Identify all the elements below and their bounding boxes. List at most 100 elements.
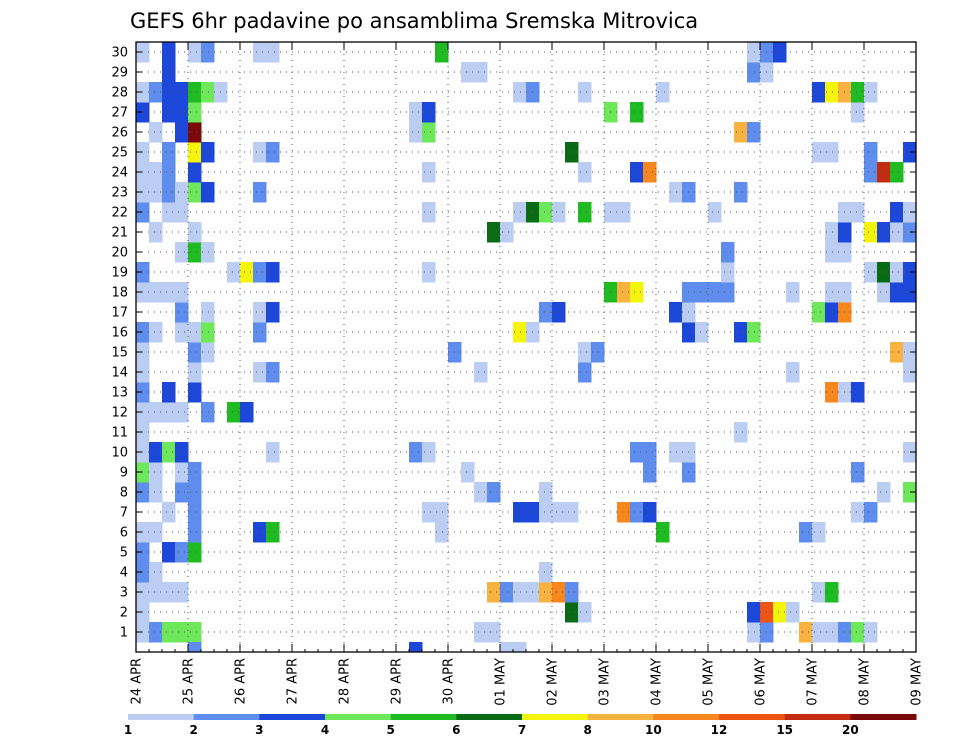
heatmap-cell: [825, 382, 839, 403]
heatmap-cell: [864, 82, 878, 103]
heatmap-cell: [851, 202, 865, 223]
heatmap-cell: [175, 282, 189, 303]
heatmap-cell: [864, 162, 878, 183]
x-tick-label: 09 MAY: [910, 658, 925, 706]
heatmap-cell: [188, 482, 202, 503]
heatmap-cell: [487, 482, 501, 503]
x-tick-label: 08 MAY: [858, 658, 873, 706]
heatmap-cell: [149, 442, 163, 463]
colorbar-swatch: [193, 714, 260, 720]
heatmap-cell: [409, 122, 423, 143]
colorbar-label: 4: [321, 723, 329, 737]
x-tick-label: 25 APR: [182, 658, 197, 704]
heatmap-cell: [435, 502, 449, 523]
heatmap-cell: [422, 102, 436, 123]
heatmap-cell: [747, 622, 761, 643]
y-tick-label: 5: [120, 546, 128, 561]
heatmap-cell: [864, 142, 878, 163]
x-tick-label: 24 APR: [130, 658, 145, 704]
heatmap-cell: [890, 342, 904, 363]
heatmap-cell: [474, 362, 488, 383]
y-tick-label: 29: [111, 66, 128, 81]
heatmap-cell: [578, 162, 592, 183]
heatmap-cell: [578, 202, 592, 223]
heatmap-cell: [825, 142, 839, 163]
heatmap-cell: [149, 82, 163, 103]
heatmap-cell: [656, 522, 670, 543]
heatmap-cell: [422, 262, 436, 283]
heatmap-cell: [500, 222, 514, 243]
heatmap-cell: [422, 122, 436, 143]
heatmap-cell: [162, 542, 176, 563]
heatmap-cell: [539, 302, 553, 323]
colorbar-swatch: [719, 714, 786, 720]
y-tick-label: 18: [111, 286, 128, 301]
y-tick-label: 14: [111, 366, 128, 381]
heatmap-cell: [474, 622, 488, 643]
heatmap-cell: [188, 42, 202, 63]
heatmap-cell: [227, 262, 241, 283]
heatmap-cell: [162, 162, 176, 183]
heatmap-cell: [201, 82, 215, 103]
y-tick-label: 8: [120, 486, 128, 501]
colorbar-label: 15: [776, 723, 793, 737]
heatmap-cell: [825, 82, 839, 103]
heatmap-cell: [669, 302, 683, 323]
heatmap-cell: [162, 42, 176, 63]
heatmap-cell: [630, 282, 644, 303]
heatmap-cell: [565, 142, 579, 163]
colorbar-label: 3: [255, 723, 263, 737]
heatmap-cell: [578, 342, 592, 363]
colorbar-swatch: [390, 714, 457, 720]
colorbar-label: 5: [386, 723, 394, 737]
heatmap-cell: [162, 582, 176, 603]
x-tick-label: 30 APR: [442, 658, 457, 704]
x-tick-label: 04 MAY: [650, 658, 665, 706]
y-tick-label: 25: [111, 146, 128, 161]
heatmap-cell: [162, 202, 176, 223]
heatmap-cell: [188, 102, 202, 123]
colorbar-swatch: [850, 714, 917, 720]
heatmap-cell: [149, 222, 163, 243]
heatmap-cell: [188, 362, 202, 383]
colorbar-swatch: [325, 714, 392, 720]
y-tick-label: 27: [111, 106, 128, 121]
heatmap-cell: [825, 302, 839, 323]
heatmap-cell: [721, 262, 735, 283]
heatmap-cell: [175, 102, 189, 123]
heatmap-cell: [175, 182, 189, 203]
heatmap-cell: [266, 302, 280, 323]
heatmap-cell: [851, 102, 865, 123]
heatmap-cell: [539, 482, 553, 503]
heatmap-cell: [162, 62, 176, 83]
heatmap-cell: [903, 442, 916, 463]
colorbar-swatch: [784, 714, 851, 720]
x-tick-label: 27 APR: [286, 658, 301, 704]
heatmap-cell: [877, 482, 891, 503]
heatmap-cell: [578, 602, 592, 623]
heatmap-cell: [851, 502, 865, 523]
heatmap-cell: [812, 82, 826, 103]
heatmap-cell: [617, 502, 631, 523]
y-tick-label: 10: [111, 446, 128, 461]
y-tick-label: 28: [111, 86, 128, 101]
colorbar-label: 6: [452, 723, 460, 737]
heatmap-cell: [552, 502, 566, 523]
heatmap-cell: [188, 322, 202, 343]
heatmap-cell: [903, 482, 916, 503]
heatmap-cell: [890, 262, 904, 283]
colorbar-label: 2: [189, 723, 197, 737]
heatmap-cell: [149, 522, 163, 543]
heatmap-cell: [266, 142, 280, 163]
x-tick-label: 01 MAY: [494, 658, 509, 706]
x-tick-label: 07 MAY: [806, 658, 821, 706]
heatmap-cell: [903, 262, 916, 283]
heatmap-cell: [149, 622, 163, 643]
y-tick-label: 22: [111, 206, 128, 221]
heatmap-cell: [175, 242, 189, 263]
heatmap-cell: [578, 362, 592, 383]
y-tick-label: 9: [120, 466, 128, 481]
heatmap-cell: [201, 402, 215, 423]
heatmap-cell: [149, 322, 163, 343]
heatmap-cell: [578, 82, 592, 103]
